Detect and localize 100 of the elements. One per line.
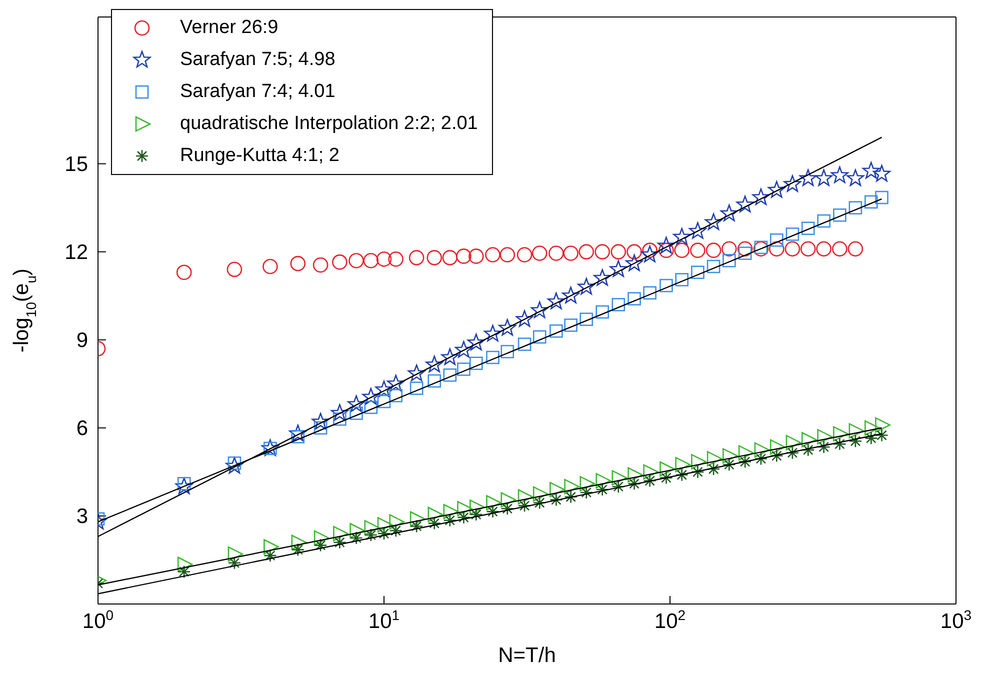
point: [691, 465, 704, 479]
point: [738, 445, 754, 460]
point: [628, 292, 641, 306]
point: [706, 451, 722, 466]
point: [784, 175, 802, 192]
point: [612, 470, 628, 486]
point: [690, 242, 706, 258]
point: [500, 247, 516, 262]
point: [578, 244, 594, 260]
y-tick-label: 3: [76, 504, 88, 528]
y-tick-label: 9: [76, 328, 88, 352]
point: [564, 478, 580, 494]
point: [675, 456, 690, 472]
point: [500, 492, 516, 508]
point: [722, 448, 738, 464]
point: [768, 181, 786, 198]
y-tick-label: 12: [64, 240, 88, 264]
point: [641, 246, 659, 262]
legend-label: Sarafyan 7:4; 4.01: [180, 81, 336, 103]
point: [578, 278, 596, 295]
point: [643, 474, 656, 488]
point: [722, 458, 736, 472]
point: [470, 499, 485, 515]
point: [770, 439, 786, 455]
point: [864, 195, 878, 209]
x-tick-label: 10$^{2}$: [654, 607, 686, 633]
point: [864, 420, 880, 436]
point: [628, 467, 643, 483]
point: [660, 278, 673, 292]
point: [848, 434, 862, 448]
point: [801, 432, 817, 448]
point: [720, 204, 738, 222]
point: [786, 434, 802, 450]
point: [563, 246, 578, 261]
point: [562, 286, 580, 304]
point: [848, 423, 864, 438]
point: [550, 324, 563, 338]
point: [770, 233, 784, 247]
point: [688, 222, 706, 239]
point: [817, 429, 832, 444]
point: [691, 266, 704, 279]
point: [674, 242, 690, 258]
point: [530, 301, 548, 318]
point: [518, 499, 532, 512]
point: [516, 247, 532, 262]
point: [769, 241, 784, 257]
point: [516, 310, 534, 327]
point: [312, 412, 330, 430]
point: [738, 246, 752, 260]
legend-label: Verner 26:9: [180, 17, 278, 39]
point: [643, 464, 658, 480]
point: [580, 312, 594, 326]
point: [628, 477, 641, 490]
legend-label: Sarafyan 7:5; 4.98: [180, 49, 336, 71]
point: [675, 273, 688, 286]
point: [833, 426, 848, 442]
point: [833, 208, 846, 222]
point: [610, 244, 626, 260]
point: [626, 244, 642, 260]
point: [500, 502, 514, 516]
point: [564, 318, 578, 332]
point: [612, 298, 626, 312]
point: [673, 228, 691, 245]
point: [612, 480, 626, 494]
point: [706, 462, 720, 476]
point: [738, 455, 752, 468]
point: [660, 461, 675, 477]
point: [800, 241, 816, 257]
point: [550, 493, 563, 506]
legend-label: quadratische Interpolation 2:2; 2.01: [180, 113, 478, 135]
point: [312, 257, 328, 273]
point: [518, 489, 534, 505]
point: [467, 334, 485, 350]
point: [548, 246, 564, 261]
point: [550, 482, 565, 498]
point: [737, 241, 753, 257]
point: [468, 248, 484, 264]
point: [832, 241, 848, 257]
point: [722, 241, 737, 257]
y-tick-label: 6: [76, 416, 88, 440]
point: [532, 496, 546, 510]
point: [643, 286, 656, 300]
point: [704, 213, 722, 230]
point: [532, 246, 548, 261]
point: [500, 344, 514, 358]
point: [817, 440, 830, 454]
point: [817, 214, 830, 228]
point: [862, 162, 880, 179]
point: [848, 201, 862, 214]
point: [754, 442, 770, 458]
point: [706, 260, 720, 274]
point: [675, 468, 688, 482]
point: [314, 421, 328, 435]
point: [770, 449, 784, 462]
point: [830, 166, 848, 184]
point: [580, 476, 596, 492]
x-tick-label: 10$^{1}$: [368, 607, 400, 633]
point: [799, 169, 817, 186]
point: [752, 188, 770, 206]
point: [532, 330, 546, 344]
